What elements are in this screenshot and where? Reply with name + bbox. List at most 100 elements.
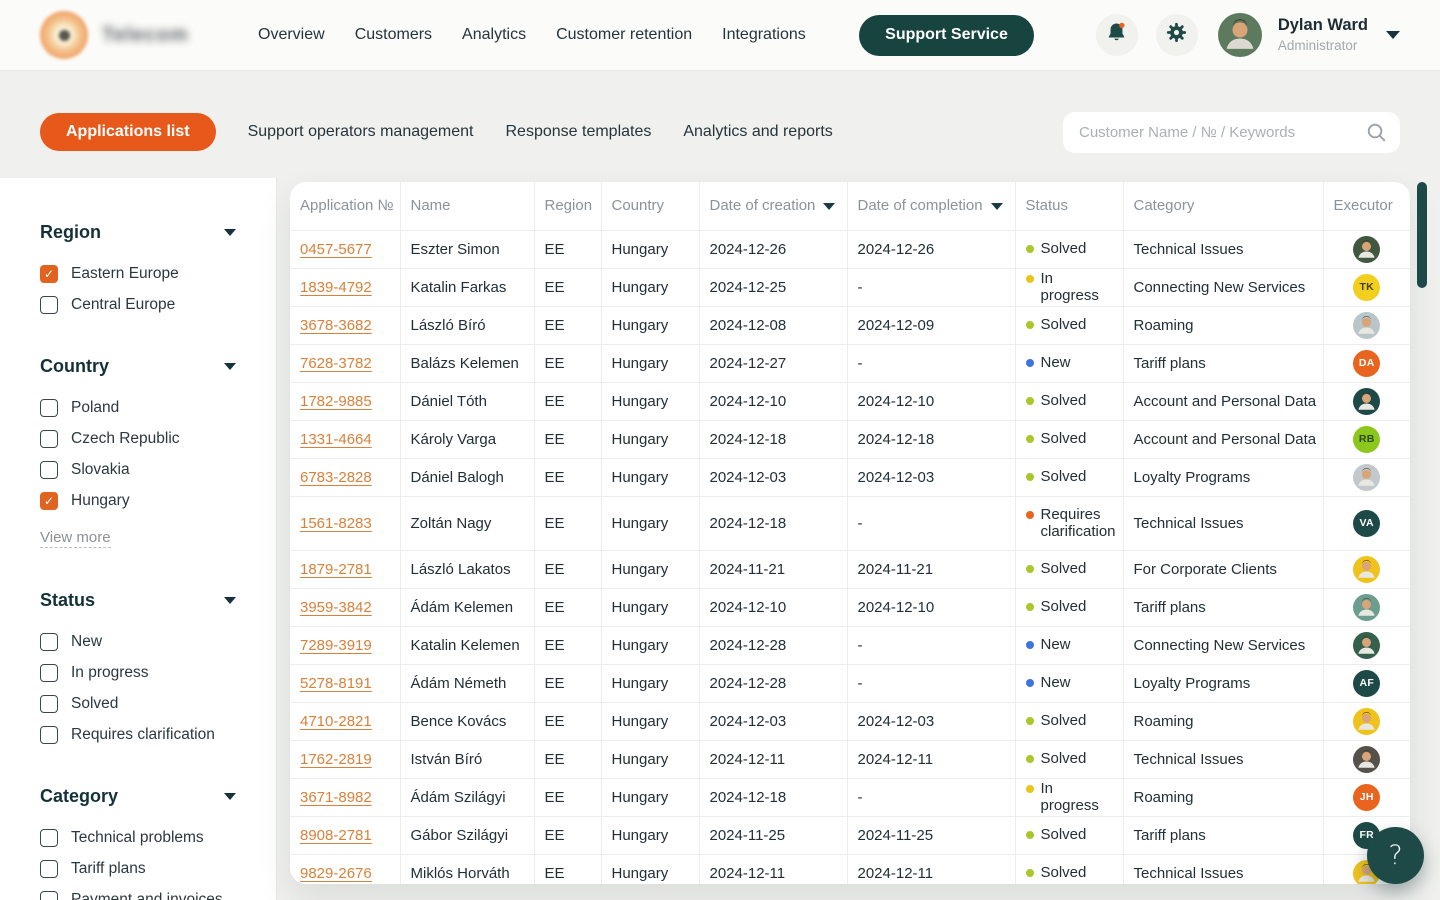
application-number-link[interactable]: 4710-2821 [300, 712, 372, 730]
tab-support-operators-management[interactable]: Support operators management [247, 123, 474, 140]
executor-avatar-photo[interactable] [1353, 555, 1381, 583]
application-number-link[interactable]: 3671-8982 [300, 788, 372, 806]
table-row[interactable]: 3678-3682 László Bíró EE Hungary 2024-12-08 2… [290, 306, 1410, 345]
executor-avatar-photo[interactable] [1353, 463, 1381, 491]
help-button[interactable]: ? [1367, 827, 1424, 884]
tab-analytics-and-reports[interactable]: Analytics and reports [683, 123, 833, 140]
application-number-link[interactable]: 3678-3682 [300, 316, 372, 334]
checkbox-in-progress[interactable] [40, 664, 58, 682]
application-number-link[interactable]: 6783-2828 [300, 468, 372, 486]
filter-option-eastern-europe[interactable]: ✓ Eastern Europe [40, 265, 236, 283]
table-row[interactable]: 7289-3919 Katalin Kelemen EE Hungary 2024-12… [290, 626, 1410, 665]
settings-button[interactable] [1155, 14, 1198, 56]
executor-avatar-initials[interactable]: VA [1353, 509, 1381, 537]
application-number-link[interactable]: 1839-4792 [300, 278, 372, 296]
application-number-link[interactable]: 7289-3919 [300, 636, 372, 654]
filter-option-requires-clarification[interactable]: Requires clarification [40, 726, 236, 744]
checkbox-tariff-plans[interactable] [40, 860, 58, 878]
executor-avatar-photo[interactable] [1353, 745, 1381, 773]
filter-option-solved[interactable]: Solved [40, 695, 236, 713]
tab-response-templates[interactable]: Response templates [505, 123, 652, 140]
notifications-button[interactable] [1095, 14, 1138, 56]
checkbox-czech-republic[interactable] [40, 430, 58, 448]
table-row[interactable]: 0457-5677 Eszter Simon EE Hungary 2024-12-26… [290, 230, 1410, 269]
filter-header-category[interactable]: Category [40, 786, 236, 807]
filter-option-central-europe[interactable]: Central Europe [40, 296, 236, 314]
user-menu-chevron-down-icon[interactable] [1386, 31, 1400, 39]
executor-avatar-photo[interactable] [1353, 593, 1381, 621]
filter-header-status[interactable]: Status [40, 590, 236, 611]
filter-header-region[interactable]: Region [40, 222, 236, 243]
checkbox-payment-and-invoices[interactable] [40, 891, 58, 900]
application-number-link[interactable]: 1782-9885 [300, 392, 372, 410]
table-row[interactable]: 4710-2821 Bence Kovács EE Hungary 2024-12-03… [290, 702, 1410, 741]
user-avatar[interactable] [1217, 13, 1262, 57]
executor-avatar-initials[interactable]: TK [1353, 273, 1381, 301]
checkbox-slovakia[interactable] [40, 461, 58, 479]
executor-avatar-photo[interactable] [1353, 387, 1381, 415]
column-header-date-of-creation[interactable]: Date of creation [698, 182, 847, 231]
filter-option-hungary[interactable]: ✓ Hungary [40, 492, 236, 510]
checkbox-poland[interactable] [40, 399, 58, 417]
checkbox-solved[interactable] [40, 695, 58, 713]
checkbox-hungary[interactable]: ✓ [40, 492, 58, 510]
application-number-link[interactable]: 1331-4664 [300, 430, 372, 448]
table-scrollbar-thumb[interactable] [1417, 182, 1427, 288]
filter-option-czech-republic[interactable]: Czech Republic [40, 430, 236, 448]
nav-item-customer-retention[interactable]: Customer retention [556, 26, 693, 43]
table-row[interactable]: 1331-4664 Károly Varga EE Hungary 2024-12-18… [290, 420, 1410, 459]
filter-header-country[interactable]: Country [40, 356, 236, 377]
filter-option-poland[interactable]: Poland [40, 399, 236, 417]
checkbox-eastern-europe[interactable]: ✓ [40, 265, 58, 283]
executor-avatar-photo[interactable] [1353, 707, 1381, 735]
table-row[interactable]: 8908-2781 Gábor Szilágyi EE Hungary 2024-11-… [290, 816, 1410, 855]
application-number-link[interactable]: 0457-5677 [300, 240, 372, 258]
checkbox-requires-clarification[interactable] [40, 726, 58, 744]
application-number-link[interactable]: 7628-3782 [300, 354, 372, 372]
application-number-link[interactable]: 3959-3842 [300, 598, 372, 616]
executor-avatar-photo[interactable] [1353, 631, 1381, 659]
column-header-date-of-completion[interactable]: Date of completion [846, 182, 1015, 231]
table-row[interactable]: 6783-2828 Dániel Balogh EE Hungary 2024-12-0… [290, 458, 1410, 497]
table-row[interactable]: 3959-3842 Ádám Kelemen EE Hungary 2024-12-10… [290, 588, 1410, 627]
tab-applications-list[interactable]: Applications list [40, 113, 216, 151]
support-service-button[interactable]: Support Service [859, 14, 1034, 56]
sort-chevron-down-icon[interactable] [823, 202, 836, 210]
nav-item-integrations[interactable]: Integrations [722, 26, 806, 43]
table-row[interactable]: 1561-8283 Zoltán Nagy EE Hungary 2024-12-18-… [290, 496, 1410, 551]
table-row[interactable]: 1839-4792 Katalin Farkas EE Hungary 2024-12-… [290, 268, 1410, 307]
table-row[interactable]: 9829-2676 Miklós Horváth EE Hungary 2024-12-… [290, 854, 1410, 884]
checkbox-central-europe[interactable] [40, 296, 58, 314]
filter-option-technical-problems[interactable]: Technical problems [40, 829, 236, 847]
executor-avatar-initials[interactable]: DA [1353, 349, 1381, 377]
table-row[interactable]: 5278-8191 Ádám Németh EE Hungary 2024-12-28-… [290, 664, 1410, 703]
executor-avatar-initials[interactable]: RB [1353, 425, 1381, 453]
sort-chevron-down-icon[interactable] [990, 202, 1003, 210]
filter-option-new[interactable]: New [40, 633, 236, 651]
nav-item-overview[interactable]: Overview [258, 26, 325, 43]
search-input[interactable] [1063, 111, 1400, 153]
executor-avatar-photo[interactable] [1353, 235, 1381, 263]
executor-avatar-initials[interactable]: AF [1353, 669, 1381, 697]
executor-avatar-photo[interactable] [1353, 311, 1381, 339]
application-number-link[interactable]: 1762-2819 [300, 750, 372, 768]
checkbox-new[interactable] [40, 633, 58, 651]
application-number-link[interactable]: 5278-8191 [300, 674, 372, 692]
application-number-link[interactable]: 1561-8283 [300, 514, 372, 532]
application-number-link[interactable]: 1879-2781 [300, 560, 372, 578]
filter-option-payment-and-invoices[interactable]: Payment and invoices [40, 891, 236, 900]
view-more-link[interactable]: View more [40, 529, 111, 548]
table-row[interactable]: 1782-9885 Dániel Tóth EE Hungary 2024-12-10 2… [290, 382, 1410, 421]
application-number-link[interactable]: 8908-2781 [300, 826, 372, 844]
nav-item-analytics[interactable]: Analytics [462, 26, 527, 43]
executor-avatar-initials[interactable]: JH [1353, 783, 1381, 811]
application-number-link[interactable]: 9829-2676 [300, 864, 372, 882]
filter-option-slovakia[interactable]: Slovakia [40, 461, 236, 479]
filter-option-tariff-plans[interactable]: Tariff plans [40, 860, 236, 878]
table-row[interactable]: 1762-2819 István Bíró EE Hungary 2024-12-11 2… [290, 740, 1410, 779]
table-row[interactable]: 1879-2781 László Lakatos EE Hungary 2024-11-… [290, 550, 1410, 589]
table-row[interactable]: 7628-3782 Balázs Kelemen EE Hungary 2024-12-… [290, 344, 1410, 383]
checkbox-technical-problems[interactable] [40, 829, 58, 847]
filter-option-in-progress[interactable]: In progress [40, 664, 236, 682]
nav-item-customers[interactable]: Customers [354, 26, 433, 43]
